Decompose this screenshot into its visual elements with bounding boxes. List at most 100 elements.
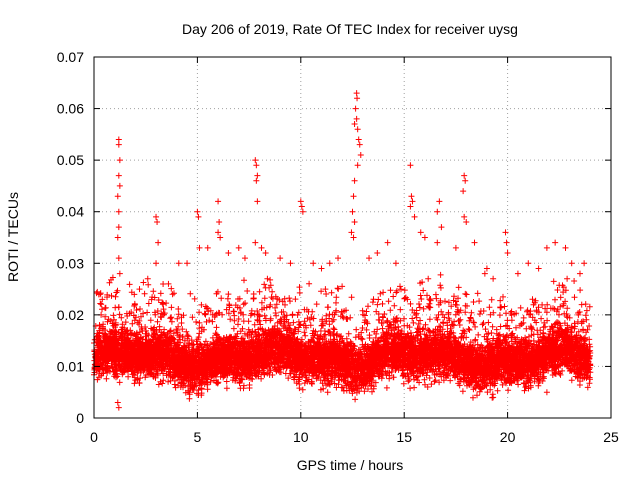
- data-point: [298, 203, 305, 210]
- data-point: [253, 162, 260, 169]
- data-point: [434, 208, 441, 215]
- data-point: [115, 141, 122, 148]
- data-point: [350, 193, 357, 200]
- data-point: [153, 260, 160, 267]
- data-point: [366, 255, 373, 262]
- data-point: [421, 234, 428, 241]
- x-tick-label: 10: [293, 429, 309, 445]
- data-point: [384, 239, 391, 246]
- data-point: [357, 151, 364, 158]
- data-point: [552, 239, 559, 246]
- data-point: [115, 136, 122, 143]
- data-point: [318, 265, 325, 272]
- data-point: [460, 188, 467, 195]
- data-point: [354, 162, 361, 169]
- data-point: [277, 255, 284, 262]
- data-point: [215, 229, 222, 236]
- data-points: [91, 90, 594, 411]
- data-point: [354, 95, 361, 102]
- x-tick-label: 15: [396, 429, 412, 445]
- data-point: [436, 198, 443, 205]
- data-point: [581, 260, 588, 267]
- data-point: [258, 244, 265, 251]
- data-point: [115, 172, 122, 179]
- data-point: [241, 255, 248, 262]
- chart-title: Day 206 of 2019, Rate Of TEC Index for r…: [182, 21, 518, 37]
- data-point: [353, 90, 360, 97]
- data-point: [354, 126, 361, 133]
- data-point: [463, 219, 470, 226]
- data-point: [136, 286, 143, 293]
- y-tick-label: 0.02: [57, 307, 84, 323]
- data-point: [576, 270, 583, 277]
- y-tick-label: 0.06: [57, 101, 84, 117]
- data-point: [310, 260, 317, 267]
- data-point: [462, 177, 469, 184]
- dense-point-band: [91, 271, 594, 403]
- data-point: [204, 244, 211, 251]
- data-point: [568, 260, 575, 267]
- x-tick-label: 20: [500, 429, 516, 445]
- data-point: [483, 265, 490, 272]
- data-point: [153, 213, 160, 220]
- y-tick-label: 0.05: [57, 152, 84, 168]
- data-point: [408, 193, 415, 200]
- data-point: [503, 239, 510, 246]
- data-point: [217, 234, 224, 241]
- x-axis-label: GPS time / hours: [297, 457, 404, 473]
- data-point: [186, 389, 193, 396]
- data-point: [97, 291, 104, 298]
- data-point: [392, 260, 399, 267]
- data-point: [324, 389, 331, 396]
- data-point: [116, 157, 123, 164]
- data-point: [115, 255, 122, 262]
- data-point: [348, 229, 355, 236]
- data-point: [144, 275, 151, 282]
- data-point: [297, 198, 304, 205]
- data-point: [350, 234, 357, 241]
- y-tick-label: 0.07: [57, 49, 84, 65]
- y-tick-label: 0.03: [57, 255, 84, 271]
- data-point: [355, 136, 362, 143]
- data-point: [114, 399, 121, 406]
- data-point: [535, 265, 542, 272]
- data-point: [115, 224, 122, 231]
- data-point: [235, 244, 242, 251]
- data-point: [252, 157, 259, 164]
- data-point: [154, 219, 161, 226]
- data-point: [352, 105, 359, 112]
- data-point: [114, 234, 121, 241]
- data-point: [114, 193, 121, 200]
- data-point: [353, 115, 360, 122]
- data-point: [299, 208, 306, 215]
- data-point: [254, 172, 261, 179]
- data-point: [461, 213, 468, 220]
- y-axis-label: ROTI / TECUs: [5, 192, 21, 282]
- data-point: [417, 229, 424, 236]
- y-tick-label: 0.01: [57, 358, 84, 374]
- data-point: [356, 141, 363, 148]
- data-point: [502, 229, 509, 236]
- data-point: [351, 121, 358, 128]
- y-tick-label: 0: [76, 410, 84, 426]
- data-point: [175, 260, 182, 267]
- x-tick-label: 25: [603, 429, 619, 445]
- data-point: [115, 208, 122, 215]
- data-point: [287, 260, 294, 267]
- data-point: [253, 177, 260, 184]
- data-point: [504, 249, 511, 256]
- data-point: [411, 213, 418, 220]
- data-point: [326, 260, 333, 267]
- data-point: [514, 270, 521, 277]
- data-point: [543, 389, 550, 396]
- data-point: [115, 404, 122, 411]
- data-point: [194, 208, 201, 215]
- data-point: [184, 260, 191, 267]
- data-point: [481, 270, 488, 277]
- data-point: [116, 182, 123, 189]
- data-point: [195, 213, 202, 220]
- data-point: [407, 203, 414, 210]
- data-point: [351, 177, 358, 184]
